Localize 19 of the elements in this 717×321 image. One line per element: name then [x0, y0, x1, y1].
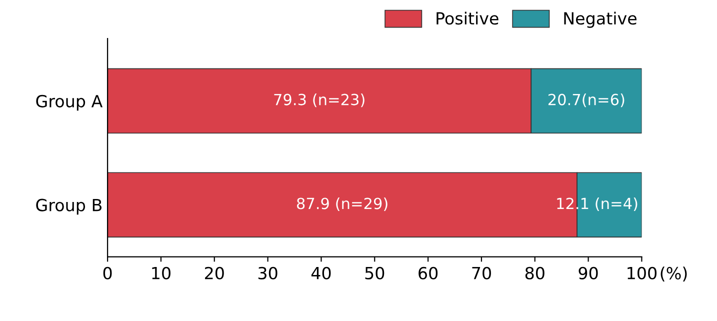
x-tick-label: 30: [258, 266, 278, 280]
data-label: 79.3 (n=23): [274, 94, 364, 108]
legend-label: Negative: [564, 12, 637, 28]
x-tick-label: 40: [311, 266, 331, 280]
x-tick-label: 60: [418, 266, 438, 280]
data-label: 20.7(n=6): [548, 94, 624, 108]
x-tick-label: 70: [472, 266, 491, 280]
x-axis-title: (%): [660, 266, 687, 282]
y-tick-label: Group B: [36, 198, 102, 215]
x-tick-label: 10: [152, 266, 170, 280]
x-tick-label: 50: [365, 266, 384, 280]
x-tick-label: 0: [103, 266, 112, 280]
y-tick-label: Group A: [36, 94, 103, 111]
x-tick-label: 90: [578, 266, 598, 280]
x-tick-label: 100: [628, 266, 657, 280]
x-tick-label: 80: [525, 266, 544, 280]
data-label: 87.9 (n=29): [296, 197, 388, 212]
x-tick-label: 20: [205, 266, 224, 280]
legend-label: Positive: [436, 12, 498, 25]
